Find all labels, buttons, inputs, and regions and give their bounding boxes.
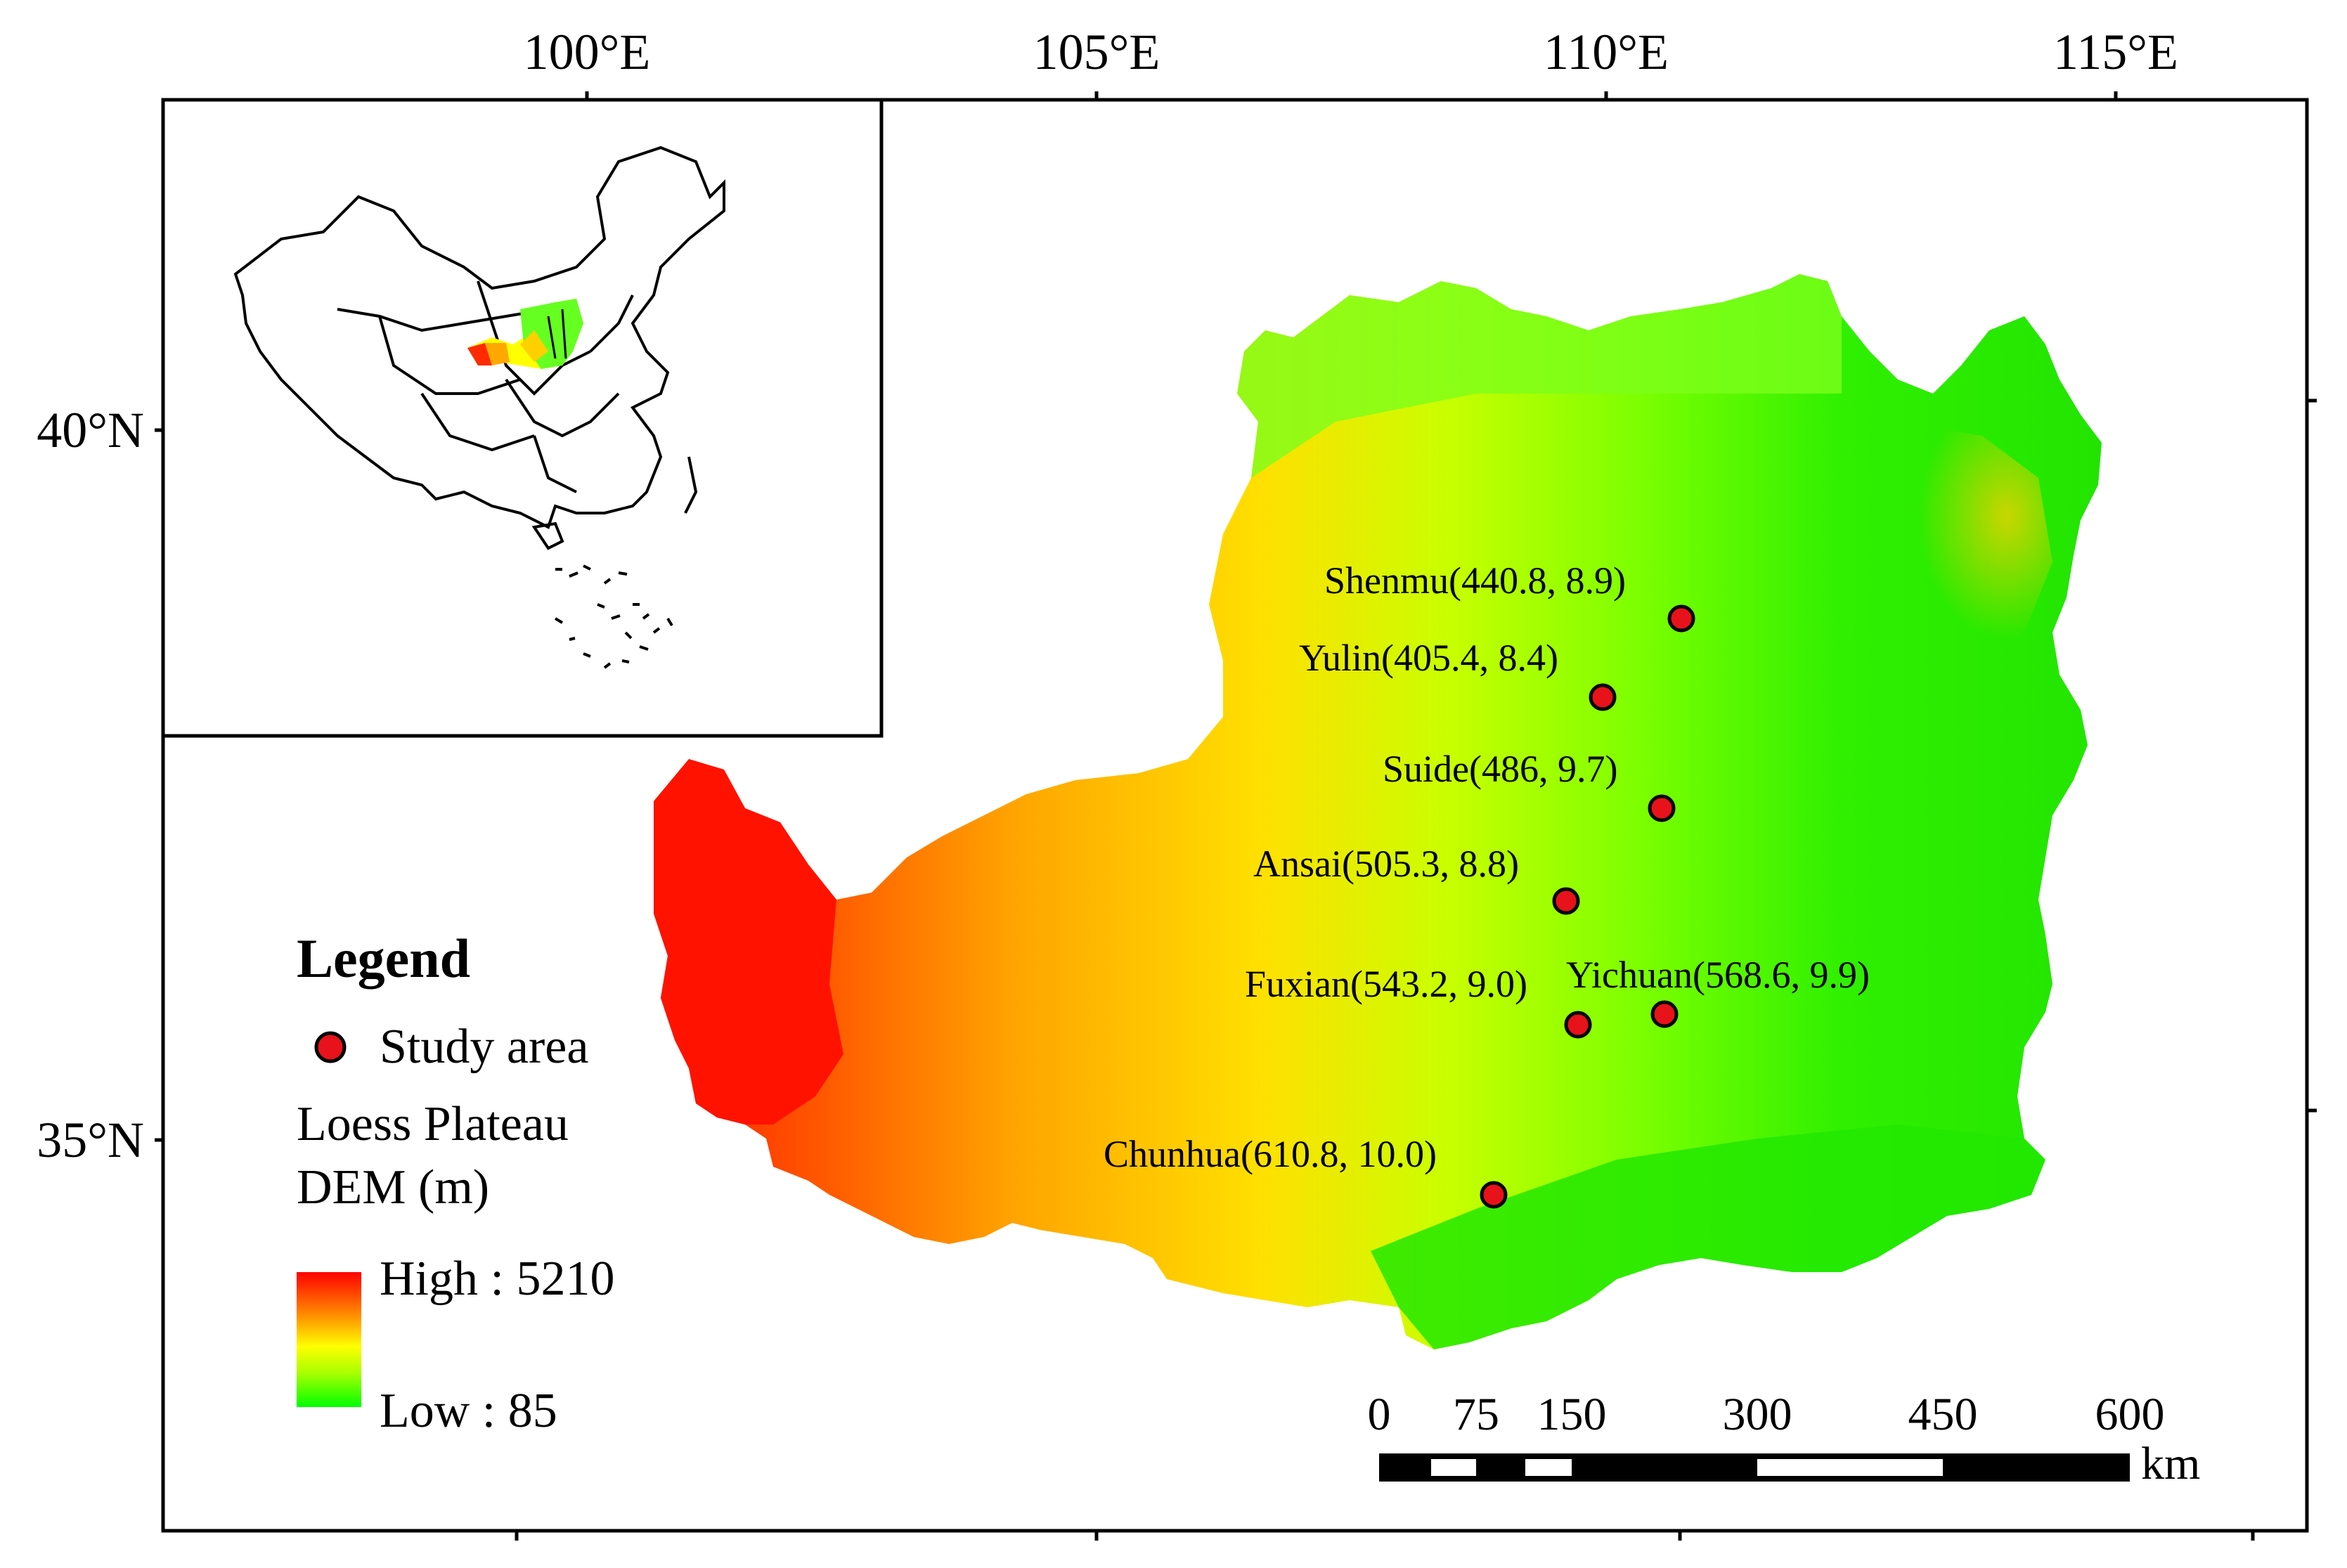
china-outline-icon (233, 145, 725, 669)
scale-bar: 0 75 150 300 450 600 km (1368, 1389, 2201, 1489)
lon-label-100: 100°E (524, 24, 651, 80)
site-marker-fuxian (1564, 1011, 1592, 1039)
scale-label-0: 0 (1368, 1389, 1391, 1440)
site-marker-shenmu (1667, 604, 1695, 633)
site-label-yichuan: Yichuan(568.6, 9.9) (1566, 954, 1870, 996)
scale-label-150: 150 (1537, 1389, 1607, 1440)
lat-label-35: 35°N (37, 1112, 144, 1168)
site-marker-suide (1648, 794, 1676, 822)
scale-label-450: 450 (1908, 1389, 1978, 1440)
legend-dem-title-1: Loess Plateau (297, 1097, 569, 1151)
site-marker-yulin (1589, 683, 1617, 711)
scale-label-75: 75 (1453, 1389, 1499, 1440)
site-label-ansai: Ansai(505.3, 8.8) (1253, 843, 1519, 885)
scale-label-300: 300 (1723, 1389, 1792, 1440)
legend-study-area-marker (314, 1031, 347, 1063)
site-marker-yichuan (1650, 1000, 1679, 1028)
legend-study-area-label: Study area (380, 1020, 588, 1074)
scale-label-600: 600 (2095, 1389, 2165, 1440)
legend-dem-title-2: DEM (m) (297, 1160, 489, 1214)
lon-label-110: 110°E (1544, 24, 1669, 80)
site-label-chunhua: Chunhua(610.8, 10.0) (1104, 1133, 1437, 1175)
legend: Legend Study area Loess Plateau DEM (m) … (297, 928, 614, 1438)
inset-map (161, 98, 884, 738)
lat-label-40: 40°N (37, 402, 144, 458)
lon-label-115: 115°E (2053, 24, 2178, 80)
site-marker-ansai (1552, 887, 1580, 915)
legend-title: Legend (297, 928, 470, 989)
scale-unit: km (2141, 1438, 2200, 1489)
legend-high-label: High : 5210 (380, 1252, 614, 1306)
lon-label-105: 105°E (1033, 24, 1160, 80)
legend-color-ramp (297, 1272, 361, 1407)
loess-plateau-dem (654, 274, 2102, 1349)
site-marker-chunhua (1480, 1181, 1508, 1209)
study-site-markers (1480, 604, 1695, 1209)
legend-low-label: Low : 85 (380, 1384, 557, 1438)
site-label-suide: Suide(486, 9.7) (1383, 748, 1617, 790)
site-label-yulin: Yulin(405.4, 8.4) (1299, 637, 1558, 679)
site-label-fuxian: Fuxian(543.2, 9.0) (1245, 963, 1527, 1005)
site-label-shenmu: Shenmu(440.8, 8.9) (1324, 559, 1626, 602)
